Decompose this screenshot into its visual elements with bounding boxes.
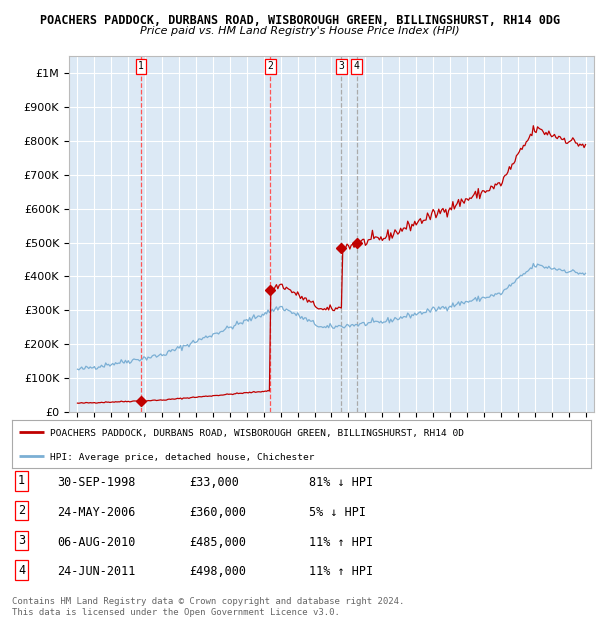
Text: HPI: Average price, detached house, Chichester: HPI: Average price, detached house, Chic… bbox=[50, 453, 314, 462]
Text: Contains HM Land Registry data © Crown copyright and database right 2024.
This d: Contains HM Land Registry data © Crown c… bbox=[12, 598, 404, 617]
Text: 1: 1 bbox=[18, 474, 25, 487]
Text: Price paid vs. HM Land Registry's House Price Index (HPI): Price paid vs. HM Land Registry's House … bbox=[140, 26, 460, 36]
Text: 3: 3 bbox=[18, 534, 25, 547]
Text: 11% ↑ HPI: 11% ↑ HPI bbox=[309, 536, 373, 549]
Text: POACHERS PADDOCK, DURBANS ROAD, WISBOROUGH GREEN, BILLINGSHURST, RH14 0DG: POACHERS PADDOCK, DURBANS ROAD, WISBOROU… bbox=[40, 14, 560, 27]
Text: 24-JUN-2011: 24-JUN-2011 bbox=[57, 565, 136, 578]
Text: £33,000: £33,000 bbox=[189, 476, 239, 489]
Text: £498,000: £498,000 bbox=[189, 565, 246, 578]
Text: 06-AUG-2010: 06-AUG-2010 bbox=[57, 536, 136, 549]
Text: 1: 1 bbox=[138, 61, 144, 71]
Text: £485,000: £485,000 bbox=[189, 536, 246, 549]
Text: 4: 4 bbox=[353, 61, 359, 71]
Text: 2: 2 bbox=[18, 504, 25, 517]
Text: £360,000: £360,000 bbox=[189, 506, 246, 519]
Text: 4: 4 bbox=[18, 564, 25, 577]
Text: 30-SEP-1998: 30-SEP-1998 bbox=[57, 476, 136, 489]
Text: POACHERS PADDOCK, DURBANS ROAD, WISBOROUGH GREEN, BILLINGSHURST, RH14 0D: POACHERS PADDOCK, DURBANS ROAD, WISBOROU… bbox=[50, 429, 464, 438]
Text: 81% ↓ HPI: 81% ↓ HPI bbox=[309, 476, 373, 489]
Text: 5% ↓ HPI: 5% ↓ HPI bbox=[309, 506, 366, 519]
Text: 2: 2 bbox=[268, 61, 274, 71]
Text: 24-MAY-2006: 24-MAY-2006 bbox=[57, 506, 136, 519]
Text: 3: 3 bbox=[338, 61, 344, 71]
Text: 11% ↑ HPI: 11% ↑ HPI bbox=[309, 565, 373, 578]
